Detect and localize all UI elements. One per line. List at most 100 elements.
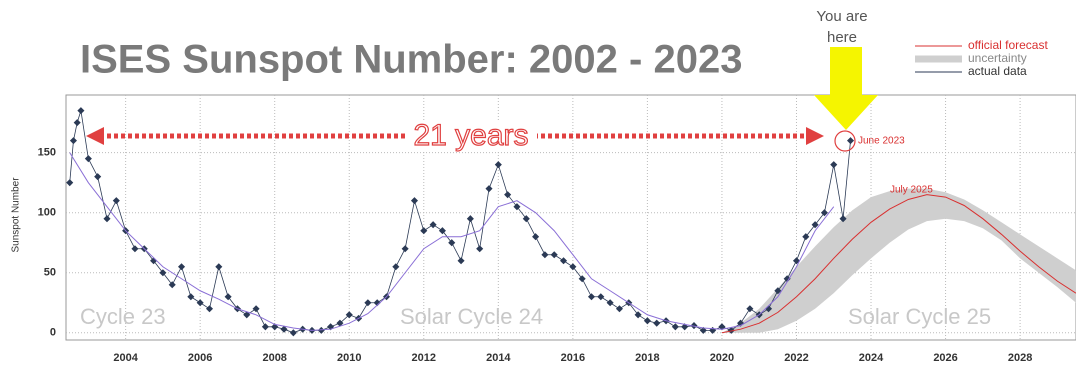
x-tick-label: 2026 [933,352,957,364]
x-tick-label: 2024 [859,352,884,364]
data-point [846,137,855,145]
y-tick-label: 150 [38,147,56,159]
cycle-label: Solar Cycle 25 [848,304,991,329]
cycle-label: Cycle 23 [80,304,166,329]
data-point [205,305,214,313]
data-point [73,119,81,127]
data-point [532,233,540,241]
data-point [84,155,92,163]
x-tick-label: 2010 [337,352,361,364]
cycle-label: Solar Cycle 24 [400,304,543,329]
data-point [550,251,558,259]
you-are-here-arrow [814,47,878,130]
legend-label: actual data [968,64,1027,78]
data-point [168,281,176,289]
data-point [438,227,446,235]
y-tick-label: 50 [44,267,56,279]
arrow-head [86,127,104,145]
data-point [587,293,596,301]
data-point [513,203,521,211]
data-point [466,215,474,223]
data-point [560,257,568,265]
legend-label: official forecast [968,38,1048,52]
x-tick-label: 2006 [188,352,212,364]
data-point [66,179,74,187]
data-point [280,325,288,333]
plot-area [65,94,1076,341]
data-point [317,326,325,334]
data-point [457,257,465,265]
data-point [494,161,502,169]
x-tick-label: 2020 [710,352,734,364]
legend-label: uncertainty [968,51,1027,65]
x-tick-label: 2008 [262,352,286,364]
data-point [699,326,707,334]
arrow-head [806,127,824,145]
x-tick-label: 2012 [412,352,436,364]
data-point [746,305,754,313]
data-point [112,197,120,205]
data-point [187,293,195,301]
data-point [578,275,586,283]
data-point [103,215,111,223]
data-point [541,251,549,259]
data-point [345,311,353,319]
data-point [811,221,819,229]
data-point [261,323,269,331]
data-point [215,263,223,271]
data-point [159,269,167,277]
data-point [429,221,437,229]
data-point [77,107,85,115]
data-point [504,191,512,199]
x-tick-label: 2016 [561,352,585,364]
series-line [69,152,835,331]
uncertainty-band [721,188,1076,333]
data-point [690,322,698,330]
data-point [476,245,484,253]
x-tick-label: 2004 [113,352,138,364]
data-point [774,287,782,295]
data-point [615,305,623,313]
data-point [522,215,530,223]
data-point [820,209,828,217]
data-point [131,245,139,253]
data-point [597,293,605,301]
series-line [721,194,1076,334]
data-point [448,239,456,247]
y-axis-label: Sunspot Number [11,177,22,253]
highlight-circle [834,130,856,152]
data-point [94,173,102,181]
data-point [420,227,428,235]
data-point [252,305,260,313]
annotation: You are here [816,8,868,46]
x-tick-label: 2018 [635,352,659,364]
data-point [401,245,409,253]
x-tick-label: 2014 [486,352,511,364]
data-point [177,263,186,271]
data-point [802,233,810,241]
x-tick-label: 2022 [784,352,808,364]
data-point [373,299,381,307]
chart-title: ISES Sunspot Number: 2002 - 2023 [80,38,742,82]
data-point [336,319,344,327]
data-point [643,317,651,325]
annotation: June 2023 [858,136,905,147]
data-point [410,197,419,205]
data-point [839,215,847,223]
data-point [830,161,838,169]
data-point [289,329,297,337]
data-point [606,299,614,307]
span-label-bg [405,120,537,152]
y-tick-label: 0 [50,327,56,339]
data-point [727,326,735,334]
data-point [392,263,400,271]
data-point [653,319,661,327]
data-point [783,275,791,283]
y-tick-label: 100 [38,207,56,219]
data-point [569,263,577,271]
span-label: 21 years [413,119,528,152]
data-point [671,323,679,331]
annotation: July 2025 [890,185,933,196]
